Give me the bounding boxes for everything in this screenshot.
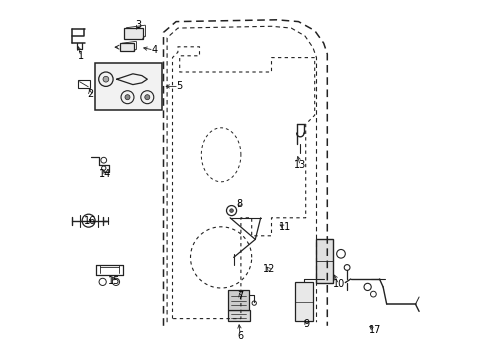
Text: 3: 3 bbox=[135, 20, 141, 30]
Text: 10: 10 bbox=[332, 279, 344, 289]
Circle shape bbox=[144, 95, 149, 100]
Text: 17: 17 bbox=[368, 325, 380, 336]
Text: 16: 16 bbox=[84, 216, 96, 226]
Bar bbox=[227, 310, 249, 321]
Bar bbox=[316, 239, 332, 283]
Text: 11: 11 bbox=[278, 222, 290, 232]
Text: 4: 4 bbox=[151, 45, 157, 55]
Bar bbox=[294, 282, 312, 321]
Text: 2: 2 bbox=[87, 89, 93, 99]
Bar bbox=[95, 63, 162, 110]
Bar bbox=[78, 80, 89, 88]
Circle shape bbox=[229, 209, 233, 212]
Circle shape bbox=[103, 76, 108, 82]
Text: 8: 8 bbox=[236, 199, 243, 210]
Text: 9: 9 bbox=[303, 319, 309, 329]
Text: 13: 13 bbox=[294, 160, 306, 170]
Text: 15: 15 bbox=[108, 276, 120, 286]
Text: 7: 7 bbox=[237, 291, 243, 301]
Text: 6: 6 bbox=[237, 330, 243, 341]
Bar bbox=[123, 28, 142, 39]
Text: 1: 1 bbox=[78, 51, 83, 61]
Text: 12: 12 bbox=[262, 264, 275, 274]
Text: 14: 14 bbox=[99, 168, 111, 179]
Text: 5: 5 bbox=[176, 81, 182, 91]
Bar bbox=[228, 290, 249, 310]
Circle shape bbox=[125, 95, 130, 100]
Bar bbox=[120, 43, 134, 51]
